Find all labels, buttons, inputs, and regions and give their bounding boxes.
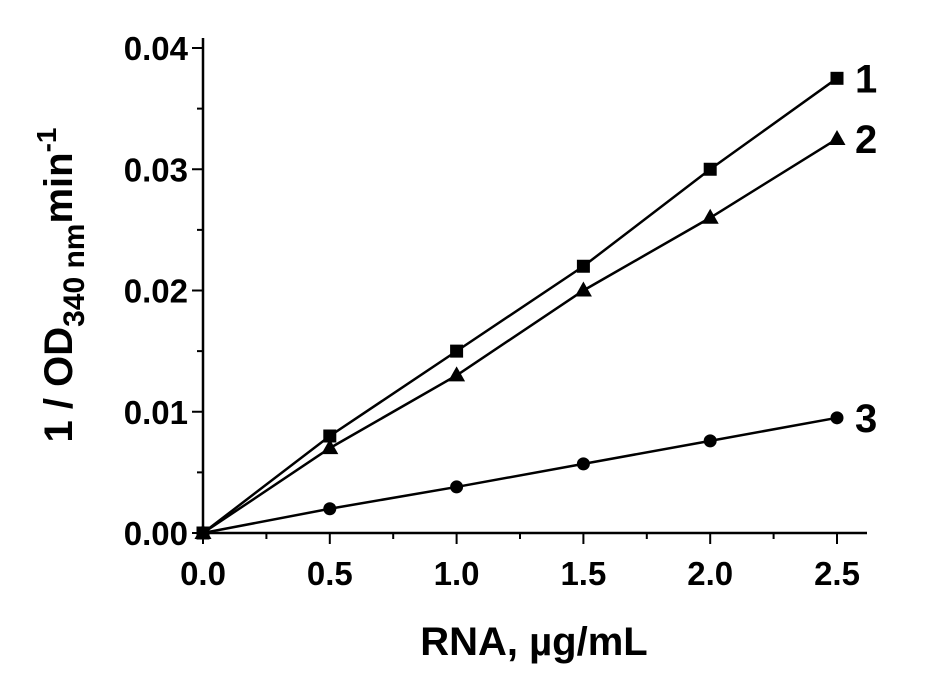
series-2-point bbox=[448, 366, 466, 382]
y-axis-title-prefix: 1 / OD bbox=[37, 327, 81, 443]
series-2-label: 2 bbox=[855, 118, 877, 162]
series-lines bbox=[202, 77, 838, 535]
series-labels: 1 2 3 bbox=[855, 57, 877, 441]
series-3-line bbox=[202, 416, 838, 535]
series-1-point bbox=[450, 344, 464, 358]
x-tick-label: 1.0 bbox=[434, 555, 480, 592]
y-tick-label: 0.04 bbox=[124, 30, 189, 67]
series-3-point bbox=[576, 457, 590, 471]
series-2-line bbox=[202, 137, 838, 535]
markers bbox=[194, 71, 846, 540]
y-axis-title: 1 / OD340 nmmin-1 bbox=[31, 127, 91, 442]
y-tick-label: 0.01 bbox=[124, 394, 188, 431]
series-1-label: 1 bbox=[855, 57, 877, 101]
series-3-point bbox=[323, 502, 337, 516]
series-3-point bbox=[450, 480, 464, 494]
axes bbox=[201, 38, 867, 535]
series-1-point bbox=[703, 162, 717, 176]
series-3-point bbox=[196, 526, 210, 540]
y-axis-title-superscript: -1 bbox=[31, 127, 62, 152]
x-tick-label: 0.5 bbox=[307, 555, 353, 592]
y-axis-title-unit: min bbox=[37, 152, 81, 223]
series-2-point bbox=[574, 281, 592, 297]
x-tick-label: 2.5 bbox=[814, 555, 860, 592]
x-tick-label: 1.5 bbox=[560, 555, 606, 592]
y-tick-label: 0.03 bbox=[124, 151, 188, 188]
series-3-point bbox=[830, 411, 844, 425]
series-1-point bbox=[323, 429, 337, 443]
y-tick-label: 0.00 bbox=[124, 515, 188, 552]
series-1-point bbox=[830, 71, 844, 85]
series-1-point bbox=[576, 259, 590, 273]
series-2-point bbox=[828, 129, 846, 145]
x-tick-label: 2.0 bbox=[687, 555, 733, 592]
series-1-line bbox=[202, 77, 838, 534]
x-tick-label: 0.0 bbox=[180, 555, 226, 592]
y-axis-title-subscript: 340 nm bbox=[58, 224, 91, 327]
series-2-point bbox=[321, 439, 339, 455]
tick-labels: 0.0 0.5 1.0 1.5 2.0 2.5 0.00 0.01 0.02 0.03 0.04 bbox=[124, 30, 860, 592]
series-3-point bbox=[703, 434, 717, 448]
series-2-point bbox=[701, 208, 719, 224]
series-3-label: 3 bbox=[855, 397, 877, 441]
y-tick-label: 0.02 bbox=[124, 273, 188, 310]
ticks bbox=[192, 47, 838, 544]
x-axis-title: RNA, µg/mL bbox=[420, 620, 647, 664]
